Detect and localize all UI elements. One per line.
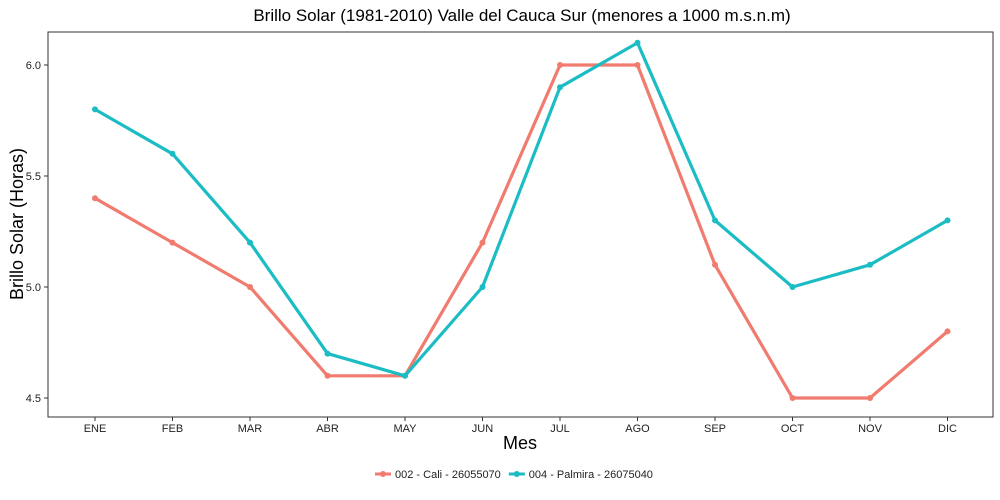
y-axis: 4.5 5.0 5.5 6.0	[26, 60, 48, 405]
data-point	[634, 62, 641, 68]
x-tick-label: AGO	[625, 423, 650, 435]
data-point	[557, 84, 563, 91]
data-point	[867, 395, 873, 401]
data-point	[944, 328, 951, 335]
data-point	[712, 261, 718, 268]
legend: 002 - Cali - 26055070 004 - Palmira - 260…	[375, 469, 653, 481]
data-point	[479, 239, 486, 246]
y-tick-label: 5.0	[26, 282, 41, 294]
x-axis-title: Mes	[503, 433, 537, 453]
x-tick-label: FEB	[162, 423, 183, 435]
data-point	[324, 350, 331, 357]
legend-label: 004 - Palmira - 26075040	[529, 469, 653, 481]
x-tick-label: OCT	[781, 423, 805, 435]
series-layer	[92, 39, 951, 401]
data-point	[479, 284, 486, 290]
x-tick-label: NOV	[858, 423, 883, 435]
data-point	[324, 372, 331, 379]
plot-panel	[47, 31, 994, 418]
x-tick-label: MAY	[393, 423, 417, 435]
data-point	[867, 261, 873, 268]
data-point	[557, 62, 563, 68]
y-tick-label: 4.5	[26, 393, 41, 405]
x-tick-label: MAR	[238, 423, 263, 435]
data-point	[789, 395, 796, 401]
x-tick-label: JUN	[472, 423, 493, 435]
x-tick-label: DIC	[938, 423, 957, 435]
x-tick-label: SEP	[704, 423, 726, 435]
series-line-2	[93, 41, 950, 378]
y-tick-label: 5.5	[26, 171, 41, 183]
chart-title: Brillo Solar (1981-2010) Valle del Cauca…	[253, 6, 790, 25]
data-point	[169, 150, 176, 157]
x-tick-label: JUL	[550, 423, 570, 435]
legend-key-point	[380, 471, 386, 477]
data-point	[169, 239, 176, 246]
data-point	[944, 217, 951, 224]
y-axis-title: Brillo Solar (Horas)	[7, 148, 27, 300]
y-tick-label: 6.0	[26, 60, 41, 72]
data-point	[402, 372, 408, 379]
data-point	[789, 284, 796, 290]
data-point	[92, 106, 98, 113]
legend-label: 002 - Cali - 26055070	[395, 469, 501, 481]
data-point	[634, 39, 641, 46]
data-point	[247, 284, 253, 290]
data-point	[712, 217, 718, 224]
x-tick-label: ENE	[84, 423, 107, 435]
x-axis: ENE FEB MAR ABR MAY JUN JUL AGO SEP OCT NOV DIC	[84, 417, 957, 435]
data-point	[92, 195, 98, 202]
x-tick-label: ABR	[316, 423, 339, 435]
legend-key-point	[513, 471, 520, 477]
series-line-1	[93, 63, 950, 400]
data-point	[247, 239, 253, 246]
